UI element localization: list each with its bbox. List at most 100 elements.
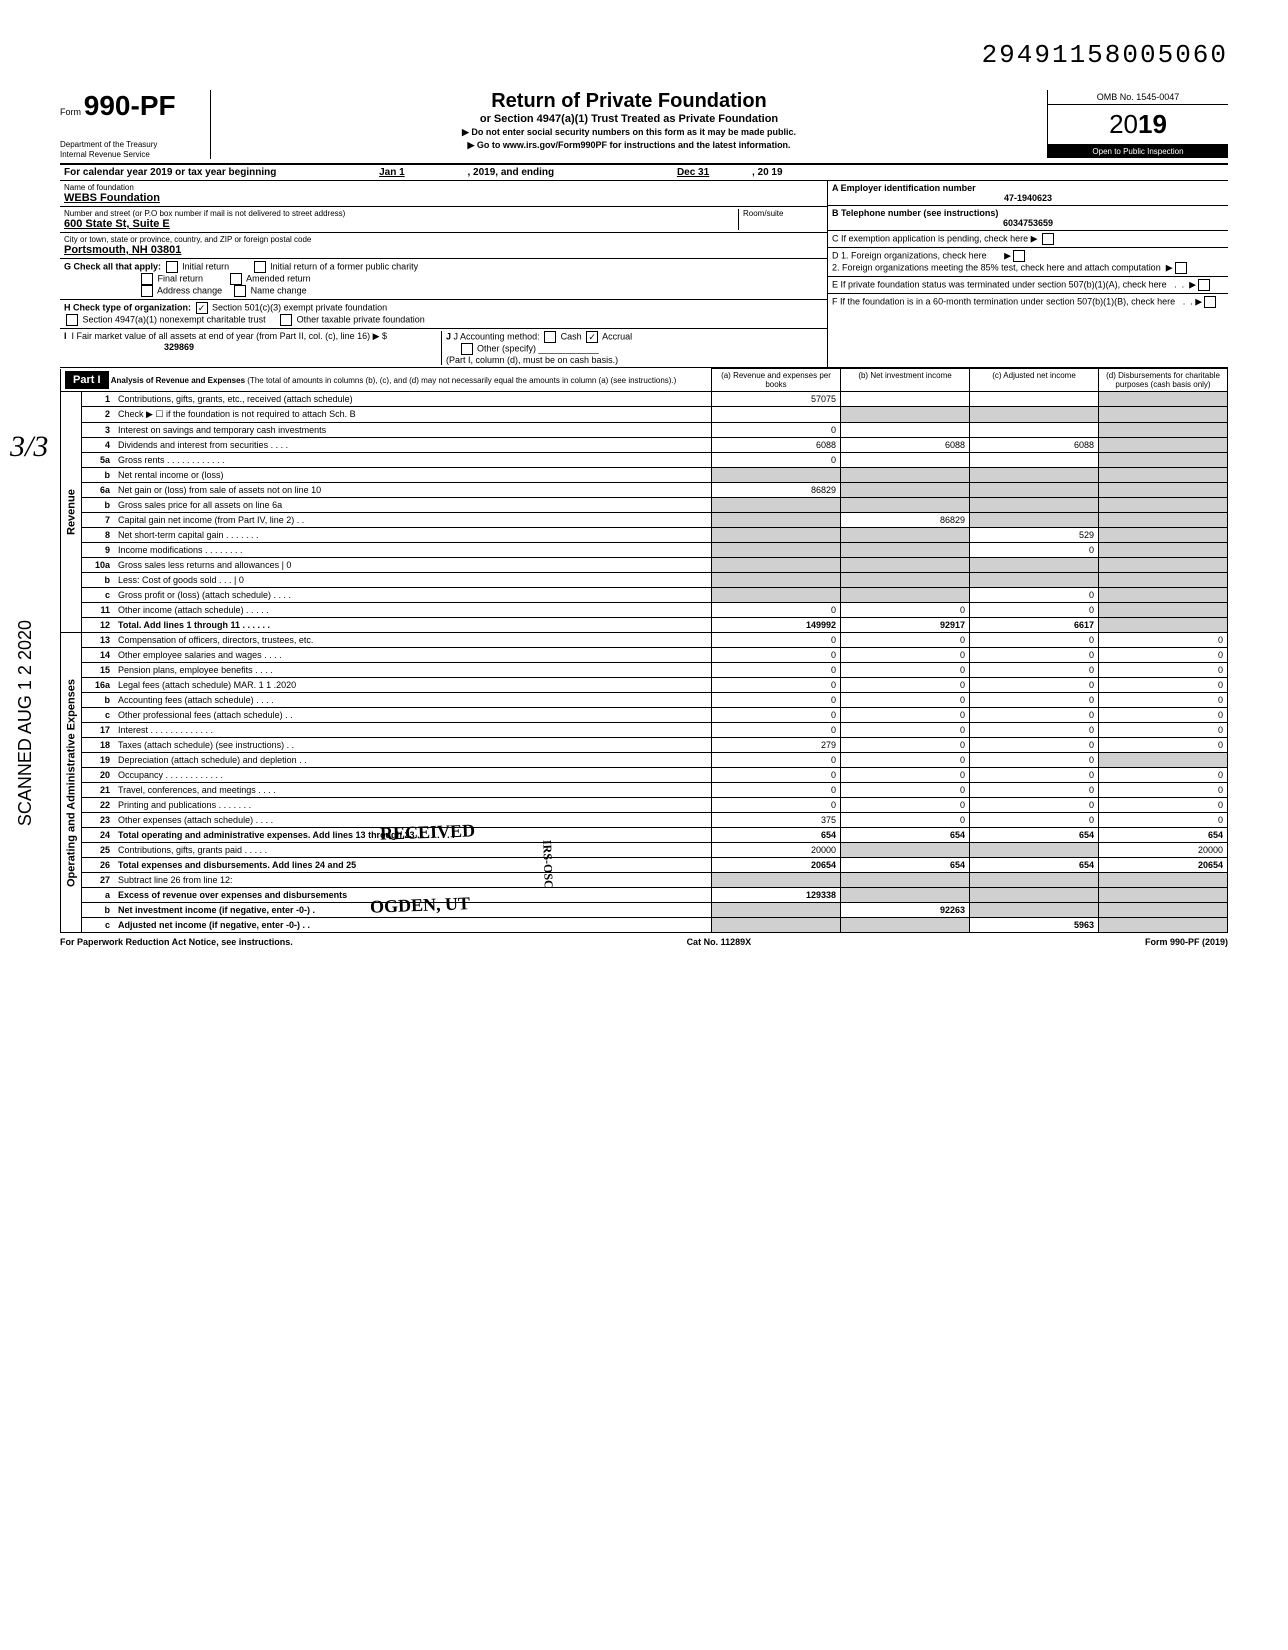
checkbox-other[interactable] <box>461 343 473 355</box>
row-number: b <box>82 693 115 708</box>
cell-col-c: 0 <box>970 588 1099 603</box>
row-number: 17 <box>82 723 115 738</box>
cell-col-d <box>1099 423 1228 438</box>
cell-col-a <box>712 558 841 573</box>
cell-col-a <box>712 873 841 888</box>
footer-mid: Cat No. 11289X <box>687 937 752 947</box>
cell-col-b: 0 <box>841 753 970 768</box>
checkbox-name-change[interactable] <box>234 285 246 297</box>
row-description: Check ▶ ☐ if the foundation is not requi… <box>114 407 712 423</box>
checkbox-initial-former[interactable] <box>254 261 266 273</box>
table-row: 26Total expenses and disbursements. Add … <box>61 858 1228 873</box>
checkbox-amended[interactable] <box>230 273 242 285</box>
terminated-label: E If private foundation status was termi… <box>832 280 1167 290</box>
row-number: 23 <box>82 813 115 828</box>
cell-col-c: 6617 <box>970 618 1099 633</box>
ein-value: 47-1940623 <box>832 193 1224 203</box>
row-number: 22 <box>82 798 115 813</box>
row-description: Net gain or (loss) from sale of assets n… <box>114 483 712 498</box>
cell-col-a: 149992 <box>712 618 841 633</box>
table-row: 27Subtract line 26 from line 12: <box>61 873 1228 888</box>
table-row: 18Taxes (attach schedule) (see instructi… <box>61 738 1228 753</box>
row-number: 19 <box>82 753 115 768</box>
cell-col-b: 92917 <box>841 618 970 633</box>
foundation-name: WEBS Foundation <box>64 192 823 204</box>
checkbox-accrual[interactable]: ✓ <box>586 331 598 343</box>
checkbox-foreign[interactable] <box>1013 250 1025 262</box>
table-row: 24Total operating and administrative exp… <box>61 828 1228 843</box>
cell-col-d: 0 <box>1099 723 1228 738</box>
cell-col-d <box>1099 483 1228 498</box>
checkbox-cash[interactable] <box>544 331 556 343</box>
dept-irs: Internal Revenue Service <box>60 150 200 160</box>
table-row: 11Other income (attach schedule) . . . .… <box>61 603 1228 618</box>
row-description: Printing and publications . . . . . . . <box>114 798 712 813</box>
cell-col-b: 92263 <box>841 903 970 918</box>
cell-col-c: 0 <box>970 798 1099 813</box>
cell-col-c: 654 <box>970 828 1099 843</box>
cell-col-c: 5963 <box>970 918 1099 933</box>
cell-col-d <box>1099 453 1228 468</box>
page-number: 29491158005060 <box>60 40 1228 70</box>
row-description: Capital gain net income (from Part IV, l… <box>114 513 712 528</box>
cell-col-d <box>1099 753 1228 768</box>
cell-col-d: 654 <box>1099 828 1228 843</box>
checkbox-final[interactable] <box>141 273 153 285</box>
cell-col-c: 0 <box>970 663 1099 678</box>
cell-col-b <box>841 483 970 498</box>
row-description: Contributions, gifts, grants paid . . . … <box>114 843 712 858</box>
foreign-label: D 1. Foreign organizations, check here <box>832 251 987 261</box>
cell-col-d: 0 <box>1099 798 1228 813</box>
cell-col-c <box>970 498 1099 513</box>
table-row: bLess: Cost of goods sold . . . | 0 <box>61 573 1228 588</box>
row-description: Gross sales price for all assets on line… <box>114 498 712 513</box>
cell-col-c <box>970 573 1099 588</box>
tax-year-row: For calendar year 2019 or tax year begin… <box>60 165 1228 181</box>
cell-col-d: 20654 <box>1099 858 1228 873</box>
row-description: Net rental income or (loss) <box>114 468 712 483</box>
cell-col-d <box>1099 543 1228 558</box>
handwritten-note: 3/3 <box>10 430 48 464</box>
cell-col-d <box>1099 573 1228 588</box>
checkbox-other-taxable[interactable] <box>280 314 292 326</box>
form-subtitle: or Section 4947(a)(1) Trust Treated as P… <box>221 113 1037 125</box>
city-label: City or town, state or province, country… <box>64 235 823 244</box>
cell-col-c: 0 <box>970 648 1099 663</box>
part1-table: Part I Analysis of Revenue and Expenses … <box>60 368 1228 933</box>
form-note2: ▶ Go to www.irs.gov/Form990PF for instru… <box>221 140 1037 151</box>
cell-col-b: 0 <box>841 693 970 708</box>
info-grid: Name of foundation WEBS Foundation Numbe… <box>60 181 1228 368</box>
checkbox-exemption[interactable] <box>1042 233 1054 245</box>
checkbox-501c3[interactable]: ✓ <box>196 302 208 314</box>
dept-treasury: Department of the Treasury <box>60 140 200 150</box>
cell-col-d <box>1099 618 1228 633</box>
row-number: 15 <box>82 663 115 678</box>
checkbox-4947[interactable] <box>66 314 78 326</box>
cell-col-c: 6088 <box>970 438 1099 453</box>
name-label: Name of foundation <box>64 183 823 192</box>
cell-col-d: 0 <box>1099 783 1228 798</box>
cell-col-c <box>970 423 1099 438</box>
row-description: Other professional fees (attach schedule… <box>114 708 712 723</box>
row-description: Total. Add lines 1 through 11 . . . . . … <box>114 618 712 633</box>
row-number: 14 <box>82 648 115 663</box>
checkbox-initial[interactable] <box>166 261 178 273</box>
cell-col-c <box>970 873 1099 888</box>
cell-col-c: 0 <box>970 783 1099 798</box>
checkbox-terminated[interactable] <box>1198 279 1210 291</box>
cell-col-d: 0 <box>1099 738 1228 753</box>
cell-col-a: 0 <box>712 678 841 693</box>
row-number: 18 <box>82 738 115 753</box>
checkbox-address[interactable] <box>141 285 153 297</box>
table-row: 2Check ▶ ☐ if the foundation is not requ… <box>61 407 1228 423</box>
row-number: 3 <box>82 423 115 438</box>
cell-col-a: 0 <box>712 783 841 798</box>
cell-col-b: 0 <box>841 813 970 828</box>
cell-col-b: 0 <box>841 768 970 783</box>
checkbox-60month[interactable] <box>1204 296 1216 308</box>
cell-col-a: 654 <box>712 828 841 843</box>
cell-col-a: 375 <box>712 813 841 828</box>
checkbox-foreign85[interactable] <box>1175 262 1187 274</box>
cell-col-c <box>970 453 1099 468</box>
form-note1: ▶ Do not enter social security numbers o… <box>221 127 1037 138</box>
